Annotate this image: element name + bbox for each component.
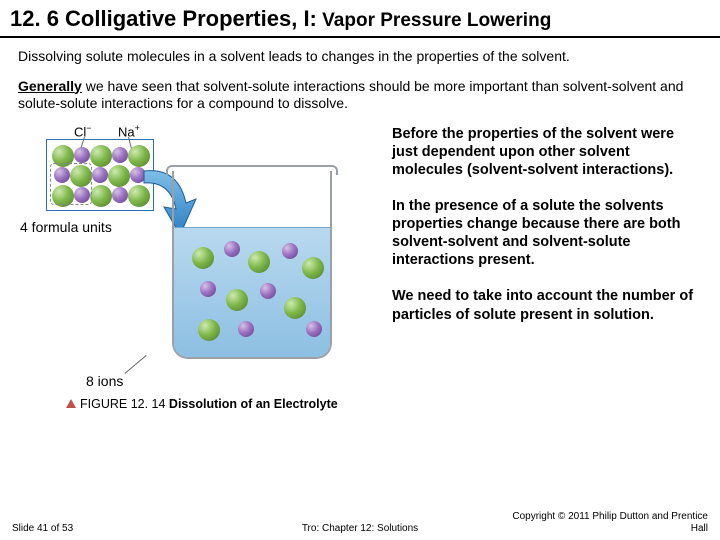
purple-ion	[260, 283, 276, 299]
title-bar: 12. 6 Colligative Properties, I: Vapor P…	[0, 0, 720, 38]
beaker-body	[172, 171, 332, 359]
caption-prefix: FIGURE 12. 14	[80, 397, 165, 411]
beaker-water	[174, 227, 330, 357]
paragraph-2: Generally we have seen that solvent-solu…	[18, 78, 702, 113]
green-ion	[192, 247, 214, 269]
figure-column: Cl− Na+ 4 formula units	[18, 125, 378, 411]
footer: Slide 41 of 53 Tro: Chapter 12: Solution…	[0, 511, 720, 534]
main-row: Cl− Na+ 4 formula units	[18, 125, 702, 411]
green-ion	[108, 165, 130, 187]
purple-ion	[200, 281, 216, 297]
na-text: Na	[118, 124, 135, 139]
title-sub: Vapor Pressure Lowering	[317, 10, 551, 31]
label-8-ions: 8 ions	[86, 373, 123, 389]
purple-ion	[306, 321, 322, 337]
purple-ion	[282, 243, 298, 259]
formula-unit-outline	[50, 163, 92, 205]
figure-caption: FIGURE 12. 14 Dissolution of an Electrol…	[18, 397, 378, 411]
para2-rest: we have seen that solvent-solute interac…	[18, 78, 683, 112]
side-para-1: Before the properties of the solvent wer…	[392, 125, 702, 179]
side-para-3: We need to take into account the number …	[392, 287, 702, 323]
slide-number: Slide 41 of 53	[12, 523, 73, 534]
caption-text: Dissolution of an Electrolyte	[165, 397, 337, 411]
footer-chapter: Tro: Chapter 12: Solutions	[302, 523, 418, 534]
label-4-formula-units: 4 formula units	[18, 219, 114, 235]
beaker	[166, 165, 338, 365]
green-ion	[226, 289, 248, 311]
na-sup: +	[135, 123, 140, 133]
purple-ion	[92, 167, 108, 183]
title-main: 12. 6 Colligative Properties, I:	[10, 6, 317, 31]
green-ion	[90, 185, 112, 207]
green-ion	[284, 297, 306, 319]
green-ion	[248, 251, 270, 273]
s2b: and	[502, 234, 528, 250]
green-ion	[90, 145, 112, 167]
paragraph-1: Dissolving solute molecules in a solvent…	[18, 48, 702, 66]
purple-ion	[224, 241, 240, 257]
cl-sup: −	[86, 123, 91, 133]
purple-ion	[238, 321, 254, 337]
label-cl: Cl−	[74, 123, 92, 139]
side-para-2: In the presence of a solute the solvents…	[392, 197, 702, 270]
purple-ion	[74, 147, 90, 163]
pointer-8ions	[125, 355, 147, 374]
footer-copyright: Copyright © 2011 Philip Dutton and Prent…	[508, 511, 708, 534]
content: Dissolving solute molecules in a solvent…	[0, 38, 720, 411]
figure-box: Cl− Na+ 4 formula units	[18, 125, 358, 395]
para2-generally: Generally	[18, 78, 82, 94]
purple-ion	[112, 187, 128, 203]
green-ion	[198, 319, 220, 341]
green-ion	[302, 257, 324, 279]
caption-triangle-icon	[66, 399, 76, 408]
purple-ion	[112, 147, 128, 163]
side-text-column: Before the properties of the solvent wer…	[392, 125, 702, 411]
